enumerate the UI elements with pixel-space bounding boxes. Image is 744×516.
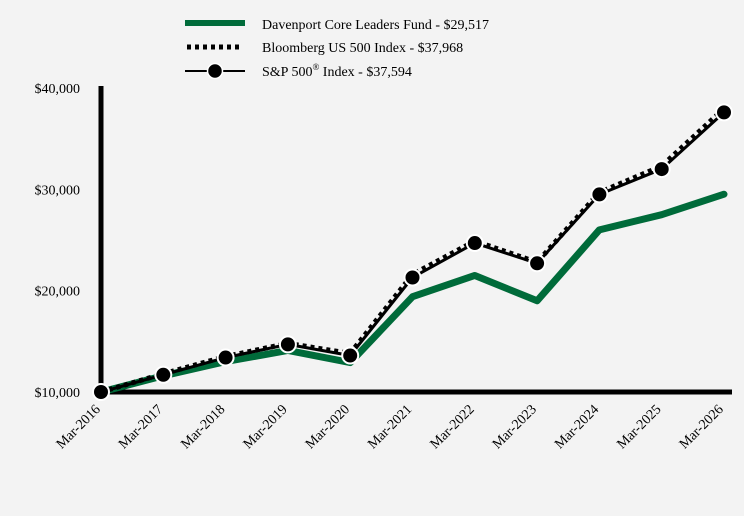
x-tick-label: Mar-2023: [490, 402, 540, 452]
series-line-fund: [97, 190, 728, 396]
series-point-sp500: [92, 383, 110, 401]
x-tick-label: Mar-2016: [54, 402, 104, 452]
x-tick-label: Mar-2018: [178, 402, 228, 452]
x-tick-label: Mar-2020: [303, 402, 353, 452]
y-tick-label: $10,000: [35, 386, 81, 401]
x-tick-label: Mar-2019: [241, 402, 291, 452]
x-tick-label: Mar-2021: [365, 402, 415, 452]
legend-label-sp500: S&P 500® Index - $37,594: [262, 62, 412, 80]
series-point-sp500: [341, 346, 360, 365]
x-tick-label: Mar-2026: [677, 402, 727, 452]
series-point-sp500: [465, 234, 484, 253]
x-axis-ticks: Mar-2016 Mar-2017 Mar-2018 Mar-2019 Mar-2020…: [54, 402, 727, 452]
legend-marker-sp500: [206, 62, 224, 80]
series-point-sp500: [652, 160, 671, 179]
y-tick-label: $20,000: [35, 285, 81, 300]
y-tick-label: $30,000: [35, 183, 81, 198]
series-point-sp500: [278, 335, 297, 354]
series-point-sp500: [216, 348, 235, 367]
legend: Davenport Core Leaders Fund - $29,517 Bl…: [185, 18, 489, 80]
series-line-bloomberg: [100, 106, 726, 395]
plot-area: [92, 103, 733, 401]
axes: [98, 86, 732, 395]
legend-label-sp500-suffix: Index - $37,594: [319, 65, 412, 80]
series-line-sp500: [100, 111, 726, 394]
series-point-sp500: [590, 185, 609, 204]
x-tick-label: Mar-2022: [428, 402, 478, 452]
x-tick-label: Mar-2025: [615, 402, 665, 452]
series-point-sp500: [715, 103, 733, 122]
legend-label-bloomberg: Bloomberg US 500 Index - $37,968: [262, 41, 463, 56]
x-tick-label: Mar-2017: [116, 402, 166, 452]
series-point-sp500: [154, 365, 173, 384]
series-point-sp500: [403, 268, 422, 287]
y-tick-label: $40,000: [35, 82, 81, 97]
legend-label-fund: Davenport Core Leaders Fund - $29,517: [262, 18, 489, 33]
series-point-sp500: [528, 254, 547, 273]
legend-label-sp500-superscript: ®: [312, 62, 319, 72]
legend-label-sp500-main: S&P 500: [262, 65, 312, 80]
x-tick-label: Mar-2024: [552, 402, 602, 452]
y-axis-ticks: $10,000 $20,000 $30,000 $40,000: [35, 82, 81, 401]
